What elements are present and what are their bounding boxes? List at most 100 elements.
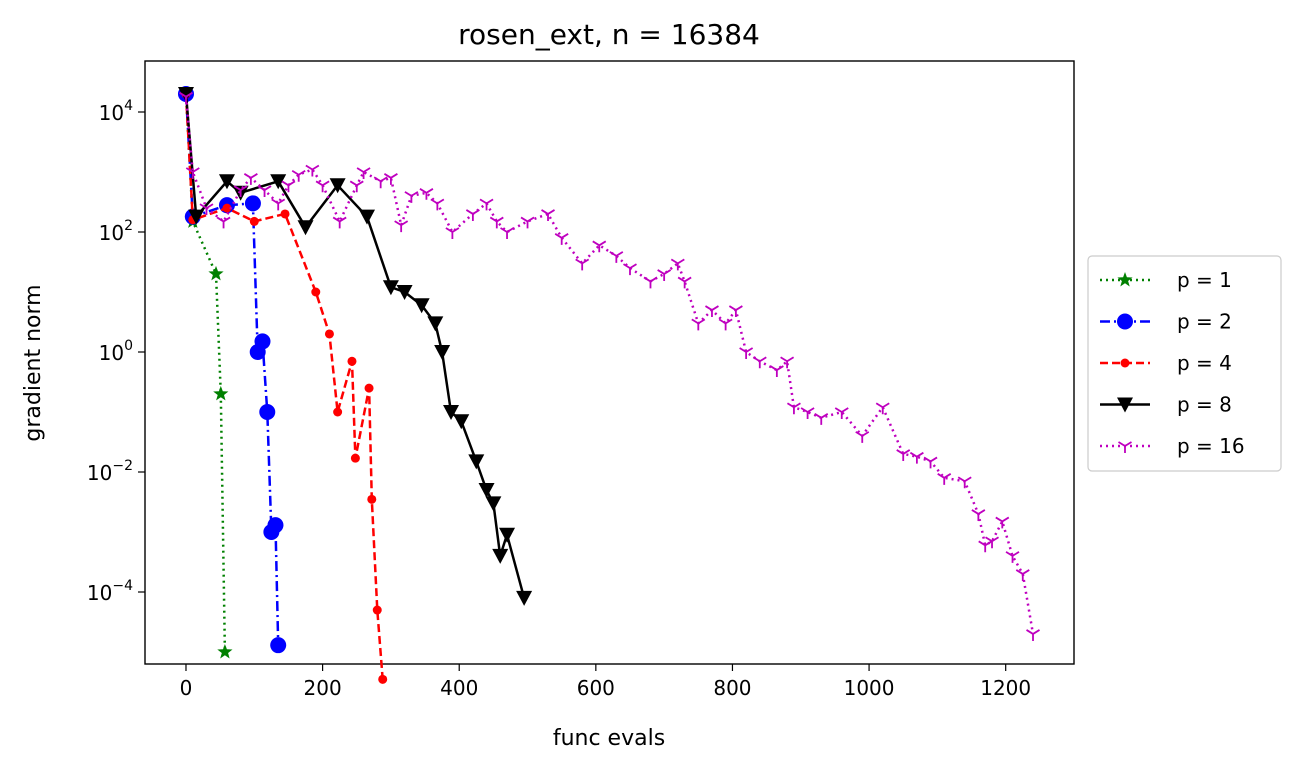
data-point [382,280,399,296]
data-point [185,167,200,179]
data-point [208,265,224,281]
legend-marker [1120,358,1130,368]
series-3 [181,89,388,684]
data-point [315,180,330,193]
data-point [479,198,494,211]
data-point [419,188,434,200]
data-point [985,536,1000,549]
data-point [575,258,590,271]
data-point [254,333,271,350]
data-point [249,216,259,226]
data-point [372,605,382,615]
legend-item: p = 8 [1100,393,1232,417]
y-tick-label: 10−4 [87,578,133,605]
data-point [177,86,194,102]
data-point [752,356,767,369]
data-point [520,216,535,229]
data-point [995,516,1010,529]
legend-label: p = 4 [1177,351,1232,375]
data-point [413,298,430,314]
data-point [394,220,409,233]
data-point [257,185,272,198]
data-point [445,227,460,239]
chart-title: rosen_ext, n = 16384 [458,18,760,51]
data-point [305,164,320,177]
y-tick-label: 10−2 [87,458,133,485]
data-point [478,483,495,499]
x-axis: 0 200 400 600 800 1000 1200 [180,664,1031,700]
data-point [270,174,287,190]
data-point [243,173,258,185]
data-point [333,407,343,417]
data-point [670,258,685,271]
data-point [677,276,692,289]
data-point [311,287,321,297]
data-point [188,209,205,225]
legend-marker [1117,313,1133,330]
data-point [434,345,451,360]
data-point [500,227,515,239]
legend-label: p = 1 [1177,268,1232,292]
data-point [222,203,232,213]
data-point [324,329,334,339]
data-point [427,316,444,332]
series-5 [179,91,1040,641]
data-point [396,285,413,300]
data-point [814,413,829,425]
data-point [896,449,911,461]
data-point [643,276,658,289]
y-axis-label: gradient norm [21,284,46,441]
legend-label: p = 16 [1177,434,1245,458]
legend-item: p = 4 [1100,351,1232,375]
x-tick-label: 1200 [980,676,1031,700]
data-point [347,356,357,366]
plot-area [144,60,1075,684]
data-point [909,451,924,464]
x-tick-label: 200 [304,676,342,700]
data-point [937,473,952,485]
x-axis-label: func evals [553,726,665,751]
data-point [244,195,261,212]
data-point [957,476,972,489]
data-point [499,527,516,543]
y-tick-label: 104 [99,98,133,125]
data-point [453,414,470,430]
data-point [704,305,719,318]
data-point [554,233,569,245]
data-point [280,209,290,219]
data-point [213,385,229,401]
data-point [404,191,419,203]
data-point [1005,551,1020,563]
data-point [364,383,374,393]
data-point [216,216,231,229]
legend-marker [1118,441,1132,453]
data-point [691,318,706,331]
data-point [780,356,795,369]
data-point [1026,629,1040,641]
legend-box [1087,255,1282,472]
data-point [875,402,890,415]
data-point [356,167,371,179]
x-tick-label: 400 [440,676,478,700]
data-point [971,509,986,521]
data-point [271,198,286,211]
data-point [378,674,388,684]
data-point [373,176,388,189]
axes-frame [144,60,1075,665]
series-layer [177,85,1040,684]
data-point [978,540,993,553]
legend-label: p = 2 [1177,310,1232,334]
series-line [184,93,384,680]
x-tick-label: 600 [577,676,615,700]
data-point [468,454,485,470]
legend-item: p = 16 [1100,434,1245,458]
legend-item: p = 1 [1100,268,1232,292]
data-point [739,347,754,359]
data-point [291,169,306,182]
data-point [609,251,624,263]
data-point [430,198,445,211]
data-point [281,180,296,193]
data-point [728,305,743,318]
y-axis: 104 102 100 10−2 10−4 [87,98,145,605]
x-tick-label: 0 [180,676,193,700]
